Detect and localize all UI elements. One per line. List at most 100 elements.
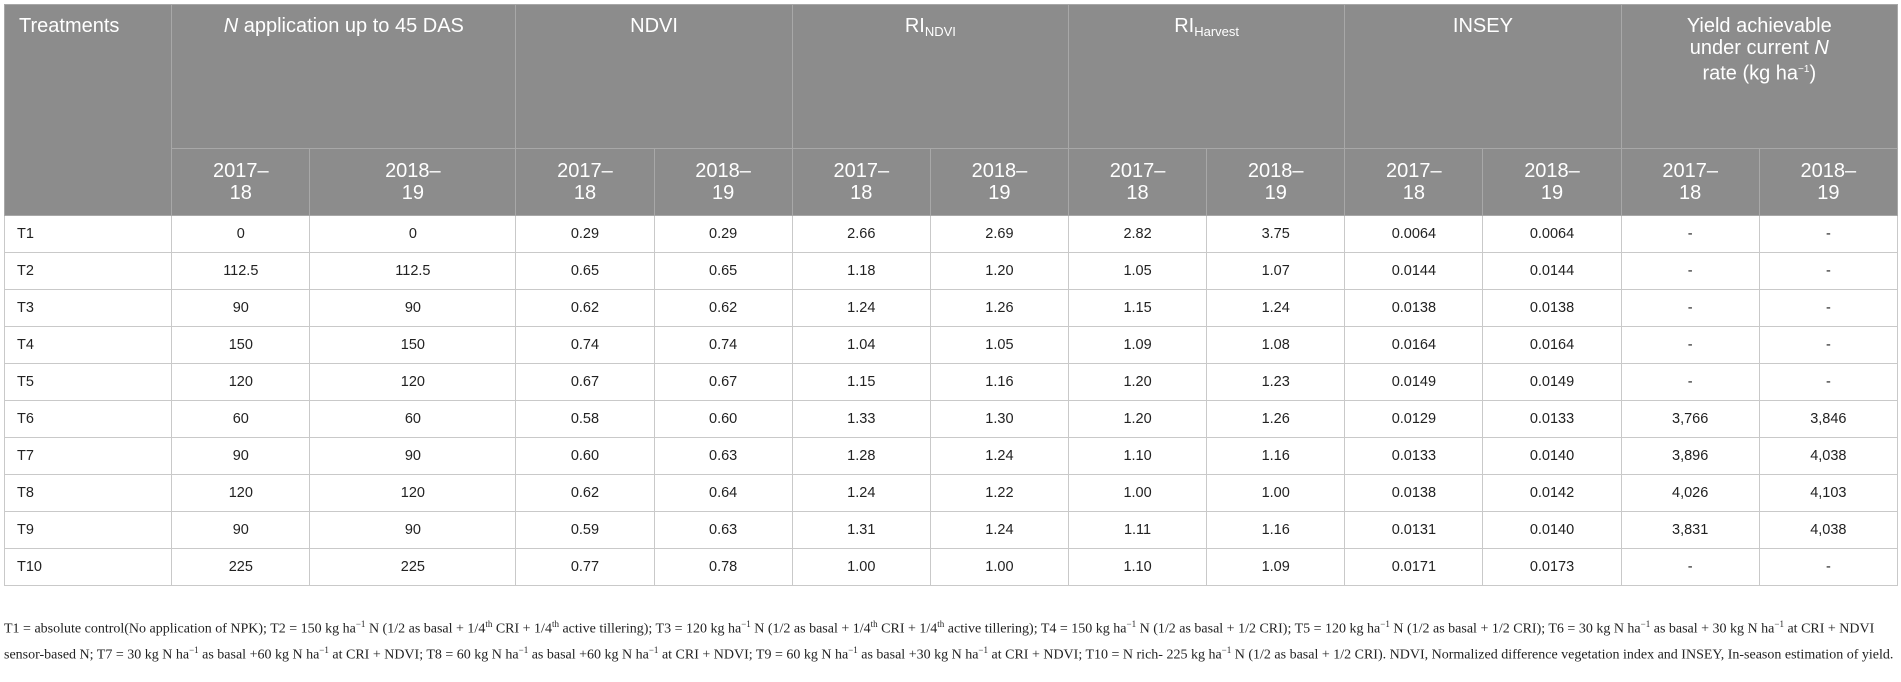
treatment-label: T3: [3, 289, 173, 327]
table-cell: 0.0164: [1482, 326, 1622, 364]
table-cell: 0.0171: [1344, 548, 1484, 586]
table-cell: 90: [171, 511, 311, 549]
treatment-label: T2: [3, 252, 173, 290]
table-row: T5 120 120 0.67 0.67 1.15 1.16 1.20 1.23 0.0149 0.…: [3, 363, 1899, 401]
treatment-label: T5: [3, 363, 173, 401]
table-cell: 0.63: [653, 437, 793, 475]
table-cell: 1.05: [1067, 252, 1208, 290]
table-cell: -: [1758, 289, 1899, 327]
table-cell: 1.16: [1206, 437, 1346, 475]
treatment-label: T8: [3, 474, 173, 512]
treatment-label: T7: [3, 437, 173, 475]
table-cell: -: [1758, 326, 1899, 364]
table-row: T1 0 0 0.29 0.29 2.66 2.69 2.82 3.75 0.0064 0.0064…: [3, 215, 1899, 253]
table-cell: 4,103: [1758, 474, 1899, 512]
table-cell: 0.65: [515, 252, 655, 290]
table-cell: -: [1758, 548, 1899, 586]
table-cell: 90: [309, 289, 517, 327]
table-cell: 4,038: [1758, 437, 1899, 475]
table-cell: 120: [309, 363, 517, 401]
header-year-row: 2017– 18 2018– 19 2017– 18 2018– 19 2017– 18 2018–…: [5, 148, 1899, 216]
table-cell: 1.31: [791, 511, 931, 549]
header-year-2018-19: 2018– 19: [1758, 148, 1899, 216]
header-insey: INSEY: [1344, 4, 1622, 149]
table-cell: 0.62: [515, 474, 655, 512]
table-cell: -: [1620, 289, 1760, 327]
table-cell: 1.15: [791, 363, 931, 401]
header-year-2017-18: 2017– 18: [1344, 148, 1484, 216]
table-cell: 1.00: [791, 548, 931, 586]
table-cell: 1.10: [1067, 437, 1208, 475]
table-cell: -: [1758, 363, 1899, 401]
table-cell: 0.60: [515, 437, 655, 475]
table-cell: 4,038: [1758, 511, 1899, 549]
table-cell: 0.58: [515, 400, 655, 438]
table-cell: 0.65: [653, 252, 793, 290]
header-year-2018-19: 2018– 19: [929, 148, 1069, 216]
table-row: T8 120 120 0.62 0.64 1.24 1.22 1.00 1.00 0.0138 0.…: [3, 474, 1899, 512]
table-cell: 60: [171, 400, 311, 438]
table-cell: 2.66: [791, 215, 931, 253]
table-cell: 0.74: [515, 326, 655, 364]
table-cell: 0.0173: [1482, 548, 1622, 586]
table-cell: 120: [171, 363, 311, 401]
table-cell: 0.29: [515, 215, 655, 253]
table-cell: 0.0140: [1482, 511, 1622, 549]
table-cell: 3,896: [1620, 437, 1760, 475]
table-row: T7 90 90 0.60 0.63 1.28 1.24 1.10 1.16 0.0133 0.01…: [3, 437, 1899, 475]
table-cell: 0.0138: [1344, 289, 1484, 327]
header-year-2018-19: 2018– 19: [653, 148, 793, 216]
table-cell: 1.09: [1206, 548, 1346, 586]
table-cell: -: [1620, 252, 1760, 290]
table-cell: 0.78: [653, 548, 793, 586]
table-cell: 1.16: [929, 363, 1069, 401]
table-cell: 150: [309, 326, 517, 364]
table-cell: 0.0144: [1482, 252, 1622, 290]
table-cell: 112.5: [309, 252, 517, 290]
table-cell: 0.0133: [1344, 437, 1484, 475]
table-cell: 90: [171, 289, 311, 327]
table-cell: 0.0138: [1482, 289, 1622, 327]
table-cell: 1.20: [929, 252, 1069, 290]
table-header: Treatments N application up to 45 DAS ND…: [3, 4, 1899, 216]
table-cell: -: [1620, 215, 1760, 253]
table-cell: 0.0140: [1482, 437, 1622, 475]
table-cell: -: [1620, 326, 1760, 364]
table-cell: 0.63: [653, 511, 793, 549]
table-cell: 0.0064: [1482, 215, 1622, 253]
table-cell: 1.10: [1067, 548, 1208, 586]
header-year-2017-18: 2017– 18: [1620, 148, 1760, 216]
table-cell: 0.0164: [1344, 326, 1484, 364]
header-ndvi: NDVI: [515, 4, 793, 149]
table-cell: 1.09: [1067, 326, 1208, 364]
table-cell: 90: [171, 437, 311, 475]
table-cell: 0.59: [515, 511, 655, 549]
table-row: T9 90 90 0.59 0.63 1.31 1.24 1.11 1.16 0.0131 0.01…: [3, 511, 1899, 549]
table-cell: 0.0129: [1344, 400, 1484, 438]
table-cell: -: [1758, 215, 1899, 253]
table-cell: 1.33: [791, 400, 931, 438]
table-cell: 1.26: [929, 289, 1069, 327]
table-row: T10 225 225 0.77 0.78 1.00 1.00 1.10 1.09 0.0171 0…: [3, 548, 1899, 586]
results-table: Treatments N application up to 45 DAS ND…: [3, 4, 1899, 586]
header-n-application: N application up to 45 DAS: [171, 4, 517, 149]
table-cell: 0.74: [653, 326, 793, 364]
table-cell: 120: [309, 474, 517, 512]
table-cell: 1.30: [929, 400, 1069, 438]
table-cell: 90: [309, 511, 517, 549]
table-cell: 3.75: [1206, 215, 1346, 253]
table-cell: 1.05: [929, 326, 1069, 364]
header-year-2017-18: 2017– 18: [171, 148, 311, 216]
table-cell: 1.24: [791, 289, 931, 327]
table-cell: 0.67: [653, 363, 793, 401]
header-year-2017-18: 2017– 18: [791, 148, 931, 216]
table-cell: 1.15: [1067, 289, 1208, 327]
table-cell: 0.0149: [1482, 363, 1622, 401]
header-year-2017-18: 2017– 18: [515, 148, 655, 216]
table-cell: 3,846: [1758, 400, 1899, 438]
table-cell: 0.0131: [1344, 511, 1484, 549]
table-row: T2 112.5 112.5 0.65 0.65 1.18 1.20 1.05 1.07 0.01…: [3, 252, 1899, 290]
table-cell: 0.0138: [1344, 474, 1484, 512]
table-cell: 60: [309, 400, 517, 438]
table-cell: 225: [171, 548, 311, 586]
